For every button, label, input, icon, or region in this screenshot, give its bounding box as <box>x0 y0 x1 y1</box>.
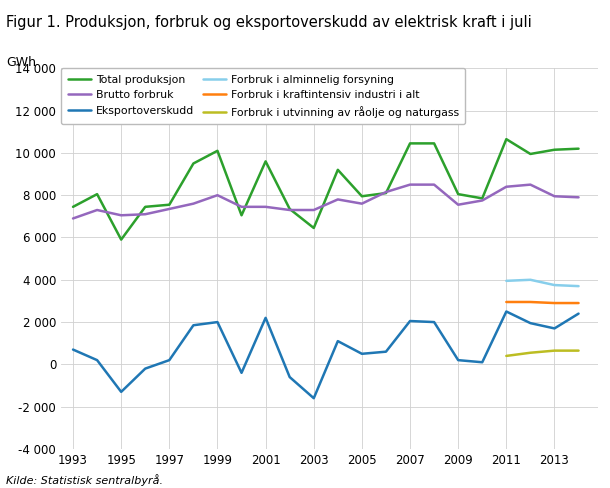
Total produksjon <box>358 193 365 199</box>
Brutto forbruk <box>166 206 173 212</box>
Total produksjon <box>238 212 245 218</box>
Forbruk i alminnelig forsyning <box>551 282 558 288</box>
Eksportoverskudd <box>551 325 558 331</box>
Eksportoverskudd <box>310 395 317 401</box>
Total produksjon <box>382 190 390 196</box>
Line: Forbruk i utvinning av råolje og naturgass: Forbruk i utvinning av råolje og naturga… <box>506 350 578 356</box>
Forbruk i utvinning av råolje og naturgass <box>527 350 534 356</box>
Forbruk i utvinning av råolje og naturgass <box>575 347 582 353</box>
Eksportoverskudd <box>334 338 342 344</box>
Eksportoverskudd <box>575 311 582 317</box>
Forbruk i alminnelig forsyning <box>527 277 534 283</box>
Eksportoverskudd <box>431 319 438 325</box>
Total produksjon <box>551 147 558 153</box>
Brutto forbruk <box>118 212 125 218</box>
Total produksjon <box>286 206 293 212</box>
Line: Total produksjon: Total produksjon <box>73 139 578 240</box>
Total produksjon <box>479 195 486 201</box>
Brutto forbruk <box>527 182 534 187</box>
Total produksjon <box>503 136 510 142</box>
Eksportoverskudd <box>262 315 269 321</box>
Eksportoverskudd <box>93 357 101 363</box>
Line: Brutto forbruk: Brutto forbruk <box>73 184 578 219</box>
Total produksjon <box>118 237 125 243</box>
Total produksjon <box>93 191 101 197</box>
Line: Forbruk i alminnelig forsyning: Forbruk i alminnelig forsyning <box>506 280 578 286</box>
Forbruk i kraftintensiv industri i alt <box>527 299 534 305</box>
Total produksjon <box>190 161 197 166</box>
Text: GWh: GWh <box>6 56 36 69</box>
Brutto forbruk <box>575 194 582 200</box>
Forbruk i utvinning av råolje og naturgass <box>503 353 510 359</box>
Brutto forbruk <box>551 193 558 199</box>
Eksportoverskudd <box>286 374 293 380</box>
Eksportoverskudd <box>382 349 390 355</box>
Forbruk i kraftintensiv industri i alt <box>575 300 582 306</box>
Total produksjon <box>406 141 414 146</box>
Eksportoverskudd <box>479 359 486 365</box>
Legend: Total produksjon, Brutto forbruk, Eksportoverskudd, Forbruk i alminnelig forsyni: Total produksjon, Brutto forbruk, Ekspor… <box>61 68 465 124</box>
Total produksjon <box>454 191 462 197</box>
Brutto forbruk <box>431 182 438 187</box>
Text: Kilde: Statistisk sentralbyrå.: Kilde: Statistisk sentralbyrå. <box>6 474 163 486</box>
Eksportoverskudd <box>70 346 77 352</box>
Total produksjon <box>527 151 534 157</box>
Brutto forbruk <box>238 204 245 210</box>
Total produksjon <box>334 167 342 173</box>
Line: Eksportoverskudd: Eksportoverskudd <box>73 311 578 398</box>
Eksportoverskudd <box>454 357 462 363</box>
Eksportoverskudd <box>238 370 245 376</box>
Total produksjon <box>310 225 317 231</box>
Brutto forbruk <box>262 204 269 210</box>
Brutto forbruk <box>70 216 77 222</box>
Brutto forbruk <box>406 182 414 187</box>
Eksportoverskudd <box>166 357 173 363</box>
Brutto forbruk <box>358 201 365 206</box>
Total produksjon <box>166 202 173 208</box>
Brutto forbruk <box>286 207 293 213</box>
Brutto forbruk <box>93 207 101 213</box>
Brutto forbruk <box>214 192 221 198</box>
Eksportoverskudd <box>142 366 149 371</box>
Brutto forbruk <box>190 201 197 206</box>
Brutto forbruk <box>382 189 390 195</box>
Total produksjon <box>214 148 221 154</box>
Total produksjon <box>70 204 77 210</box>
Brutto forbruk <box>503 184 510 190</box>
Eksportoverskudd <box>190 322 197 328</box>
Forbruk i utvinning av råolje og naturgass <box>551 347 558 353</box>
Brutto forbruk <box>142 211 149 217</box>
Eksportoverskudd <box>503 308 510 314</box>
Forbruk i alminnelig forsyning <box>503 278 510 284</box>
Eksportoverskudd <box>118 389 125 395</box>
Eksportoverskudd <box>527 320 534 326</box>
Total produksjon <box>262 159 269 164</box>
Forbruk i alminnelig forsyning <box>575 283 582 289</box>
Brutto forbruk <box>334 197 342 203</box>
Eksportoverskudd <box>406 318 414 324</box>
Line: Forbruk i kraftintensiv industri i alt: Forbruk i kraftintensiv industri i alt <box>506 302 578 303</box>
Forbruk i kraftintensiv industri i alt <box>503 299 510 305</box>
Brutto forbruk <box>454 202 462 208</box>
Brutto forbruk <box>310 207 317 213</box>
Total produksjon <box>142 204 149 210</box>
Total produksjon <box>431 141 438 146</box>
Text: Figur 1. Produksjon, forbruk og eksportoverskudd av elektrisk kraft i juli: Figur 1. Produksjon, forbruk og eksporto… <box>6 15 532 30</box>
Brutto forbruk <box>479 198 486 203</box>
Forbruk i kraftintensiv industri i alt <box>551 300 558 306</box>
Eksportoverskudd <box>358 351 365 357</box>
Total produksjon <box>575 146 582 152</box>
Eksportoverskudd <box>214 319 221 325</box>
